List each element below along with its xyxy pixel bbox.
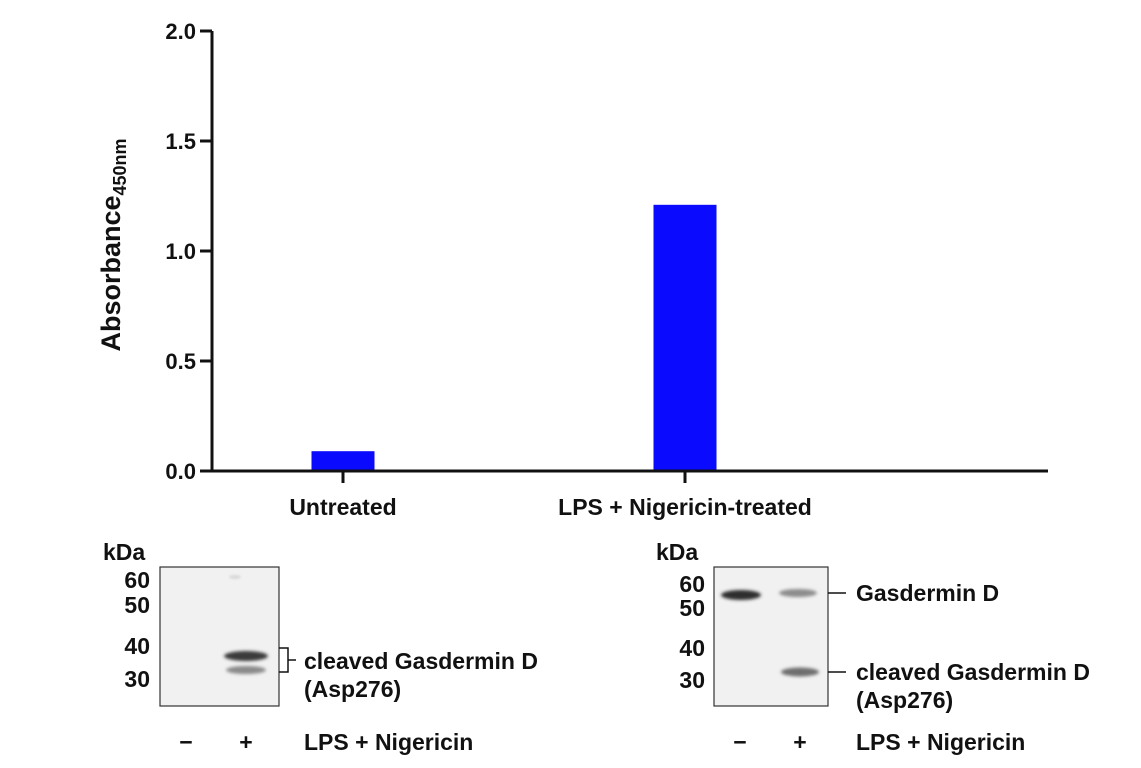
blot-band-cleaved-lower-left [226, 666, 266, 674]
lane-plus-left: + [239, 729, 252, 755]
marker-60-left: 60 [124, 567, 150, 593]
y-axis-label-main: Absorbance [96, 196, 126, 352]
x-category-label: Untreated [289, 494, 396, 520]
bar-1 [653, 204, 717, 472]
kda-label-right: kDa [656, 539, 698, 565]
blot-band-faint-left [229, 575, 241, 579]
y-tick-label: 0.5 [165, 349, 196, 374]
marker-50-right: 50 [679, 595, 705, 621]
lane-minus-left: − [179, 729, 192, 755]
blot-band-cleaved-upper-left [224, 651, 268, 661]
bar-chart: Absorbance450nm 0.0 0.5 1.0 1.5 2.0 Untreate… [96, 19, 1048, 520]
treatment-label-left: LPS + Nigericin [304, 729, 473, 755]
western-blot-right: kDa 60 50 40 30 Gasdermin D cleaved Gasd… [656, 539, 1090, 755]
x-category-label: LPS + Nigericin-treated [558, 494, 812, 520]
y-axis-label-subscript: 450nm [110, 138, 130, 195]
blot-band-full-minus-right [721, 590, 761, 600]
marker-30-left: 30 [124, 666, 150, 692]
kda-label-left: kDa [103, 539, 145, 565]
blot-membrane-right [713, 566, 829, 707]
blot-band-full-plus-right [779, 589, 817, 597]
y-axis-ticks: 0.0 0.5 1.0 1.5 2.0 [165, 19, 212, 484]
band-label-full-right: Gasdermin D [856, 580, 999, 606]
y-tick-label: 2.0 [165, 19, 196, 44]
y-tick-label: 0.0 [165, 459, 196, 484]
band-label-right-line1: cleaved Gasdermin D [856, 659, 1090, 685]
bar-0 [311, 451, 375, 471]
band-label-left-line2: (Asp276) [304, 676, 401, 702]
marker-50-left: 50 [124, 592, 150, 618]
y-axis-label: Absorbance450nm [96, 138, 130, 351]
western-blot-left: kDa 60 50 40 30 cleaved Gasdermin D (Asp… [103, 539, 538, 755]
lane-plus-right: + [793, 729, 806, 755]
marker-60-right: 60 [679, 571, 705, 597]
marker-30-right: 30 [679, 667, 705, 693]
bars [311, 204, 717, 472]
blot-band-cleaved-plus-right [781, 667, 819, 677]
band-bracket-left [279, 647, 289, 673]
y-tick-label: 1.0 [165, 239, 196, 264]
blot-membrane-left [159, 566, 280, 707]
y-tick-label: 1.5 [165, 129, 196, 154]
band-label-right-line2: (Asp276) [856, 687, 953, 713]
treatment-label-right: LPS + Nigericin [856, 729, 1025, 755]
marker-40-left: 40 [124, 633, 150, 659]
marker-40-right: 40 [679, 635, 705, 661]
band-label-left-line1: cleaved Gasdermin D [304, 648, 538, 674]
x-axis-ticks: Untreated LPS + Nigericin-treated [289, 471, 812, 520]
lane-minus-right: − [733, 729, 746, 755]
